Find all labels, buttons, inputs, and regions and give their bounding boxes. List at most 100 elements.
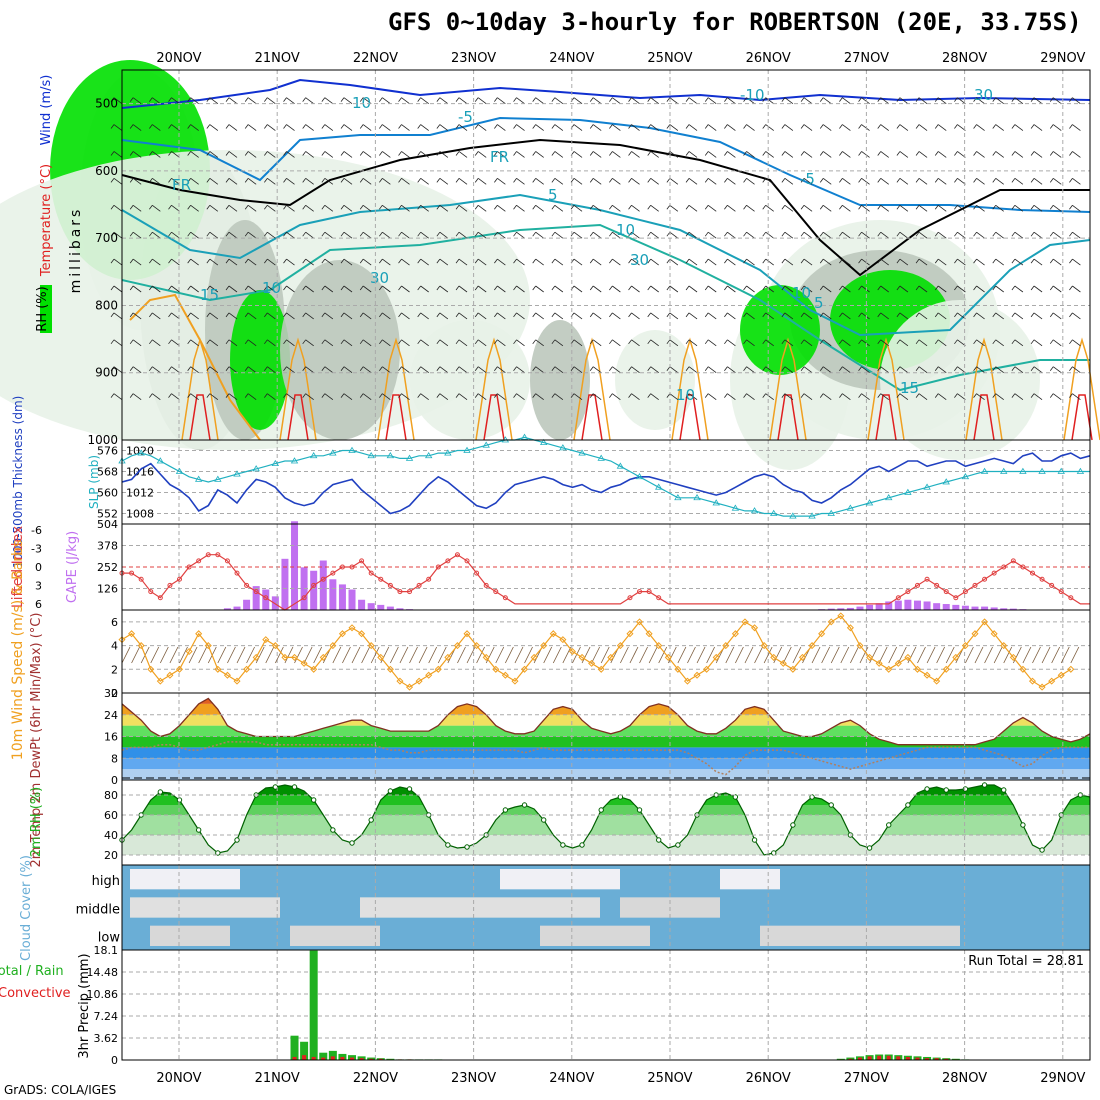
wind-barb xyxy=(497,339,506,347)
wind-barb xyxy=(803,285,813,293)
wind-barb xyxy=(171,393,180,400)
temperature-band xyxy=(122,703,1090,715)
wind-barb xyxy=(209,151,219,158)
wind-barb xyxy=(132,97,142,104)
wind-barb-flag xyxy=(187,124,191,129)
wind-barb-flag xyxy=(762,312,767,318)
wind-barb-flag xyxy=(839,285,843,291)
wind-speed-marker xyxy=(875,659,883,667)
wind-barb xyxy=(573,97,583,104)
wind-barb xyxy=(592,339,602,347)
rh-marker xyxy=(560,842,566,848)
precip-convective-bar xyxy=(369,1058,374,1060)
wind-barb-flag xyxy=(877,258,882,264)
wind-barb-flag xyxy=(858,258,862,264)
wind-speed-marker xyxy=(818,630,826,638)
wind-barb-flag xyxy=(359,285,364,291)
wind-speed-marker xyxy=(616,642,624,650)
wind-barb xyxy=(937,151,947,158)
rh-marker xyxy=(176,797,183,803)
wind-barb xyxy=(631,339,640,347)
wind-barb-flag xyxy=(915,285,920,291)
wind-barb-flag xyxy=(244,393,249,398)
wind-barb-flag xyxy=(359,258,364,264)
wind-barb-flag xyxy=(455,97,460,102)
wind-barb-flag xyxy=(359,97,364,102)
cape-bar xyxy=(971,606,979,610)
wind-barb xyxy=(382,339,391,347)
wind-barb-flag xyxy=(1069,97,1073,102)
wind-barb xyxy=(209,204,219,212)
slp-marker xyxy=(309,451,318,459)
wind-barb-flag xyxy=(532,258,537,264)
wind-barb-flag xyxy=(647,393,652,398)
wind-barb-flag xyxy=(839,124,843,129)
rh-marker xyxy=(943,787,949,793)
wind-barb xyxy=(132,393,142,400)
rh-marker xyxy=(291,784,298,790)
surface-wind-barb xyxy=(859,646,869,664)
wind-barb-flag xyxy=(551,205,556,210)
wind-speed-marker xyxy=(798,653,807,661)
li-marker xyxy=(483,582,489,588)
wind-barb-flag xyxy=(436,178,441,183)
wind-barb-flag xyxy=(685,393,690,398)
wind-barb-flag xyxy=(685,339,690,345)
wind-barb-flag xyxy=(724,285,728,291)
wind-barb-flag xyxy=(934,124,939,129)
wind-barb-flag xyxy=(973,205,977,210)
surface-wind-barb xyxy=(639,646,648,664)
wind-barb xyxy=(267,178,276,185)
wind-barb-flag xyxy=(685,97,690,102)
wind-barb-flag xyxy=(532,124,537,129)
precip-frame xyxy=(121,949,1091,1061)
wind-barb-flag xyxy=(455,231,460,237)
wind-barb xyxy=(209,366,219,374)
wind-barb xyxy=(707,204,717,212)
cape-bar xyxy=(961,605,969,610)
wind-barb xyxy=(190,393,199,400)
wind-barb xyxy=(1072,204,1081,212)
wind-barb-flag xyxy=(800,312,805,318)
wind-barb xyxy=(420,178,429,185)
wind-barb xyxy=(746,285,755,293)
contour-label: 10 xyxy=(676,386,695,404)
wind-speed-marker xyxy=(338,630,346,638)
precip-total-bar xyxy=(290,1035,299,1060)
wind-barb-flag xyxy=(858,151,862,156)
wind-barb xyxy=(669,366,679,374)
wind-barb xyxy=(152,366,161,374)
wind-speed-marker xyxy=(1038,683,1046,691)
surface-wind-barb xyxy=(773,646,783,664)
wind-barb-flag xyxy=(800,258,805,264)
wind-barb-flag xyxy=(915,178,920,183)
wind-barb-flag xyxy=(513,258,517,264)
wind-barb xyxy=(458,258,468,266)
thickness-tick-label: 568 xyxy=(97,466,118,479)
wind-barb xyxy=(1033,285,1043,293)
thickness-tick-label: 552 xyxy=(97,508,118,521)
wind-barb xyxy=(497,258,506,266)
wind-barb-flag xyxy=(628,205,632,210)
wind-barb xyxy=(362,124,372,131)
wind-barb xyxy=(765,124,774,131)
wind-barb xyxy=(362,393,372,400)
wind-barb-flag xyxy=(685,205,690,210)
wind-barb xyxy=(362,258,372,266)
temp-tick-label: 24 xyxy=(104,709,118,722)
wind-barb xyxy=(880,258,889,266)
wind-barb-flag xyxy=(110,205,115,210)
wind-barb-flag xyxy=(992,393,997,398)
surface-wind-barb xyxy=(380,646,390,664)
surface-wind-barb xyxy=(984,646,993,664)
wind-barb xyxy=(784,258,794,266)
wind-barb xyxy=(152,97,161,104)
surface-wind-barb xyxy=(169,646,179,664)
surface-wind-barb xyxy=(620,646,629,664)
wind-barb xyxy=(784,204,794,212)
wind-barb xyxy=(343,204,353,212)
warm-isotherm-spike xyxy=(671,337,709,441)
surface-wind-barb xyxy=(284,646,294,664)
wind-barb xyxy=(132,204,142,212)
wind-barb-flag xyxy=(551,178,556,183)
